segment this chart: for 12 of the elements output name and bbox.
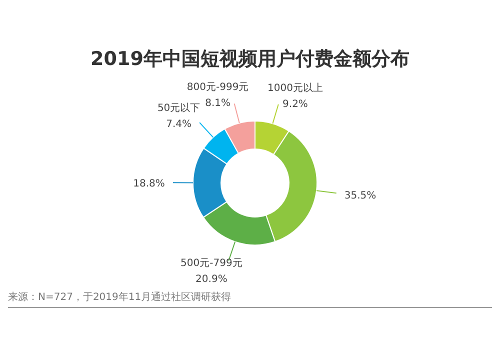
slice-label: 50元以下 — [157, 102, 200, 114]
data-label: 20.9% — [196, 274, 228, 286]
data-label: 35.5% — [344, 190, 376, 202]
slice-label: 500元-799元 — [180, 258, 242, 270]
source-note: 来源：N=727，于2019年11月通过社区调研获得 — [8, 290, 492, 308]
slice-label: 1000元以上 — [268, 82, 323, 94]
chart-title: 2019年中国短视频用户付费金额分布 — [90, 47, 410, 72]
data-label: 8.1% — [205, 98, 231, 109]
slice-label: 800元-999元 — [186, 82, 249, 93]
data-label: 18.8% — [133, 178, 165, 190]
data-label: 7.4% — [166, 119, 192, 130]
data-label: 9.2% — [282, 98, 308, 110]
